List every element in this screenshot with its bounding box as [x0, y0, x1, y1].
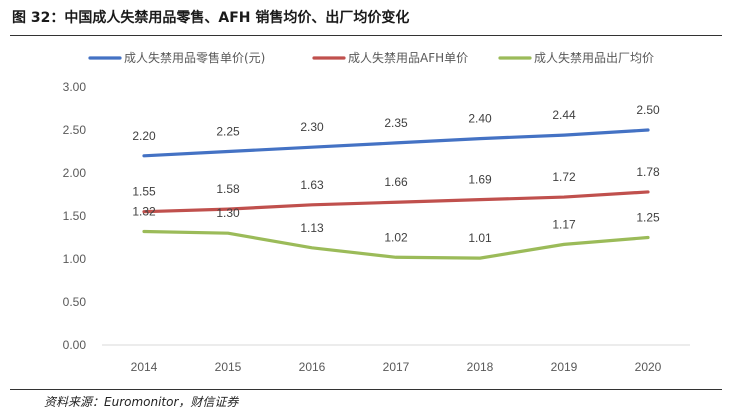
y-tick-label: 0.00 [63, 338, 87, 352]
data-label: 1.30 [216, 206, 240, 220]
y-tick-label: 2.50 [63, 123, 87, 137]
data-label: 2.50 [636, 103, 660, 117]
data-label: 2.30 [300, 120, 324, 134]
source-divider [10, 389, 722, 390]
x-tick-label: 2019 [551, 360, 578, 374]
x-tick-label: 2017 [383, 360, 410, 374]
y-tick-label: 2.00 [63, 166, 87, 180]
data-label: 1.02 [384, 230, 408, 244]
y-tick-label: 1.50 [63, 209, 87, 223]
line-chart: 成人失禁用品零售单价(元) 成人失禁用品AFH单价 成人失禁用品出厂均价 0.000… [63, 50, 690, 374]
data-label: 1.17 [552, 217, 576, 231]
data-label: 1.25 [636, 211, 660, 225]
data-label: 1.13 [300, 221, 324, 235]
data-label: 1.01 [468, 231, 492, 245]
data-label: 1.55 [132, 185, 156, 199]
x-tick-label: 2020 [635, 360, 662, 374]
y-tick-label: 0.50 [63, 295, 87, 309]
data-label: 1.78 [636, 165, 660, 179]
y-tick-label: 3.00 [63, 80, 87, 94]
x-tick-label: 2016 [299, 360, 326, 374]
legend-label-2: 成人失禁用品AFH单价 [348, 50, 468, 65]
legend-label-1: 成人失禁用品零售单价(元) [124, 50, 265, 65]
data-label: 1.32 [132, 204, 156, 218]
data-label: 2.25 [216, 125, 240, 139]
source-note: 资料来源：Euromonitor，财信证券 [44, 395, 239, 409]
legend-label-3: 成人失禁用品出厂均价 [534, 50, 654, 65]
chart-series [142, 128, 650, 260]
data-label: 1.66 [384, 175, 408, 189]
data-label: 2.20 [132, 129, 156, 143]
y-axis: 0.00 0.50 1.00 1.50 2.00 2.50 3.00 [63, 80, 87, 352]
data-labels: 2.20 2.25 2.30 2.35 2.40 2.44 2.50 1.55 1.58 1.63… [132, 103, 660, 245]
figure-title: 图 32：中国成人失禁用品零售、AFH 销售均价、出厂均价变化 [12, 10, 410, 26]
x-axis: 2014 2015 2016 2017 2018 2019 2020 [102, 344, 690, 374]
data-label: 2.44 [552, 108, 576, 122]
chart-legend: 成人失禁用品零售单价(元) 成人失禁用品AFH单价 成人失禁用品出厂均价 [88, 50, 654, 65]
x-tick-label: 2018 [467, 360, 494, 374]
title-divider [10, 35, 722, 36]
data-label: 2.35 [384, 116, 408, 130]
x-tick-label: 2014 [131, 360, 158, 374]
x-tick-label: 2015 [215, 360, 242, 374]
y-tick-label: 1.00 [63, 252, 87, 266]
data-label: 1.72 [552, 170, 576, 184]
data-label: 1.63 [300, 178, 324, 192]
data-label: 2.40 [468, 112, 492, 126]
data-label: 1.69 [468, 173, 492, 187]
data-label: 1.58 [216, 182, 240, 196]
